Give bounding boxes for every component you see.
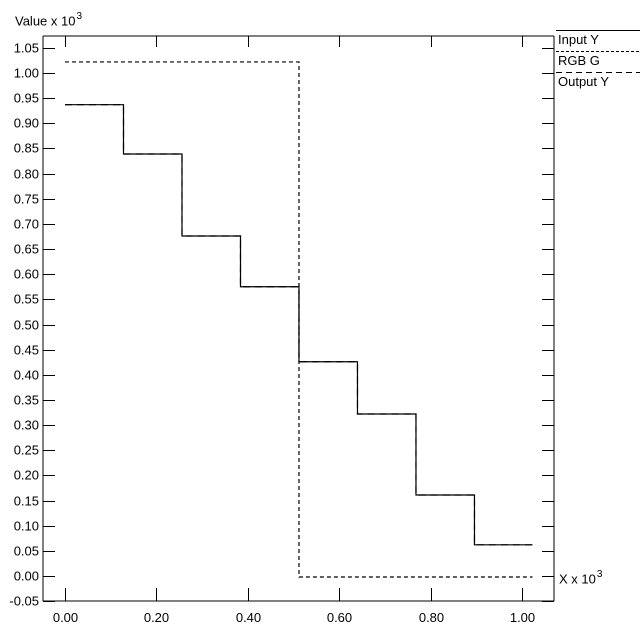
x-tick-label: 0.80 [419,610,444,625]
y-axis-title-text: Value x 10 [15,13,76,29]
legend-label-input-y: Input Y [558,32,599,47]
x-axis-title-text: X x 10 [559,571,596,587]
y-tick-label: 0.25 [14,443,39,458]
x-axis-title: X x 103 [559,569,603,587]
x-tick-label: 0.60 [327,610,352,625]
y-tick-label: 0.55 [14,292,39,307]
y-tick-label: 0.40 [14,368,39,383]
legend: Input Y RGB G Output Y [556,29,641,92]
y-tick-label: -0.05 [9,594,39,609]
x-axis-title-exponent: 3 [596,569,603,580]
legend-entry-rgb-g: RGB G [556,50,641,68]
y-tick-label: 0.30 [14,418,39,433]
legend-line-sample-dashed [556,72,640,73]
legend-line-sample-dotted [556,51,640,52]
legend-label-rgb-g: RGB G [558,53,600,68]
y-axis-title-exponent: 3 [76,11,83,22]
legend-entry-output-y: Output Y [556,71,641,89]
legend-label-output-y: Output Y [558,74,610,89]
y-tick-label: 0.85 [14,141,39,156]
y-tick-label: 1.05 [14,41,39,56]
y-tick-label: 0.60 [14,267,39,282]
y-tick-label: 0.50 [14,318,39,333]
y-tick-label: 0.90 [14,116,39,131]
y-tick-label: 0.00 [14,569,39,584]
series-line-input-y [65,104,533,546]
y-tick-label: 0.05 [14,544,39,559]
y-axis-title: Value x 103 [15,11,83,29]
x-tick-label: 0.20 [144,610,169,625]
y-tick-label: 0.80 [14,167,39,182]
y-tick-label: 0.45 [14,343,39,358]
y-tick-label: 1.00 [14,66,39,81]
y-tick-label: 0.15 [14,494,39,509]
y-tick-label: 0.75 [14,192,39,207]
y-tick-label: 0.95 [14,91,39,106]
x-tick-label: 0.00 [53,610,78,625]
legend-line-sample-solid [556,30,640,31]
x-tick-label: 0.40 [236,610,261,625]
y-tick-label: 0.10 [14,519,39,534]
legend-entry-input-y: Input Y [556,29,641,47]
y-tick-label: 0.70 [14,217,39,232]
y-tick-label: 0.35 [14,393,39,408]
y-tick-label: 0.65 [14,242,39,257]
x-tick-label: 1.00 [510,610,535,625]
y-tick-label: 0.20 [14,468,39,483]
